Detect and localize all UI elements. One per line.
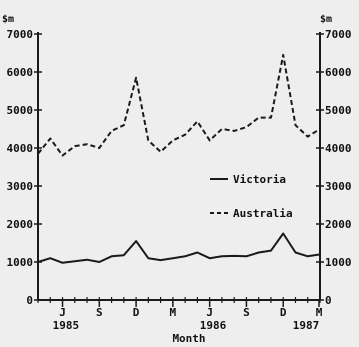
x-axis-title: Month (172, 332, 205, 345)
x-year-label: 1987 (293, 319, 320, 332)
x-tick-label: D (280, 306, 287, 319)
x-tick-label: J (206, 306, 213, 319)
y-tick-label-right: 2000 (325, 218, 352, 231)
legend-label-australia: Australia (233, 207, 293, 220)
y-tick-label-right: 6000 (325, 66, 352, 79)
right-axis-unit: $m (320, 14, 332, 25)
y-tick-label-left: 4000 (7, 142, 34, 155)
y-tick-label-right: 7000 (325, 28, 352, 41)
series-lines (37, 53, 321, 264)
x-axis-ticks: J S D M J S D M 1985 1986 1987 (37, 297, 323, 332)
series-line-australia (37, 53, 321, 157)
x-tick-label: S (243, 306, 250, 319)
x-year-label: 1986 (200, 319, 227, 332)
series-line-victoria (37, 232, 321, 264)
x-year-label: 1985 (53, 319, 80, 332)
left-axis-unit: $m (2, 14, 14, 25)
y-axis-ticks: 0 0 1000 1000 2000 2000 3000 3000 4000 4000 5000 50… (7, 28, 352, 307)
y-tick-label-left: 1000 (7, 256, 34, 269)
y-tick-label-right: 3000 (325, 180, 352, 193)
y-tick-label-left: 6000 (7, 66, 34, 79)
y-tick-label-left: 5000 (7, 104, 34, 117)
y-tick-label-right: 5000 (325, 104, 352, 117)
y-tick-label-right: 4000 (325, 142, 352, 155)
x-tick-label: D (133, 306, 140, 319)
legend-label-victoria: Victoria (233, 173, 286, 186)
y-tick-label-right: 0 (325, 294, 332, 307)
y-tick-label-left: 7000 (7, 28, 34, 41)
y-tick-label-left: 3000 (7, 180, 34, 193)
x-tick-label: S (96, 306, 103, 319)
y-tick-label-left: 2000 (7, 218, 34, 231)
x-tick-label: M (170, 306, 177, 319)
y-tick-label-left: 0 (26, 294, 33, 307)
x-tick-label: J (59, 306, 66, 319)
y-tick-label-right: 1000 (325, 256, 352, 269)
legend: Victoria Australia (210, 173, 293, 220)
x-tick-label: M (316, 306, 323, 319)
